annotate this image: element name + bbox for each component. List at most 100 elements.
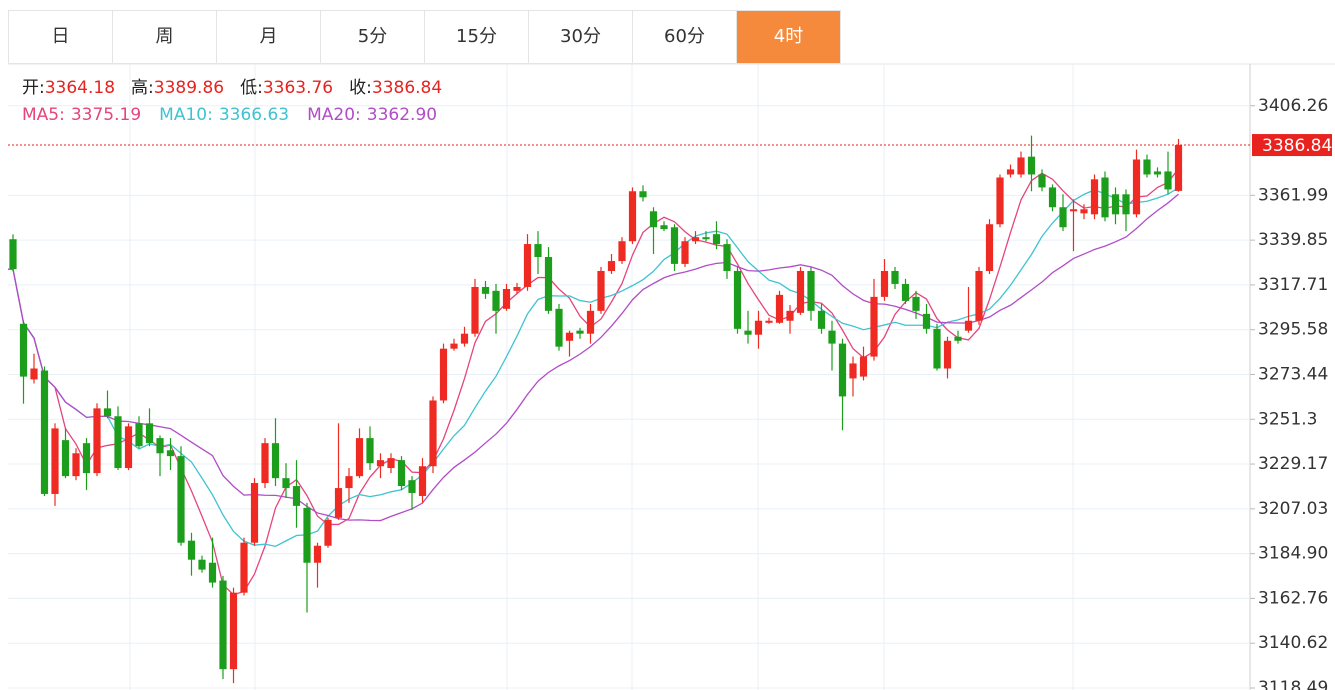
- last-price-tag: [1252, 134, 1332, 157]
- candle-body: [933, 328, 941, 369]
- candle-body: [1111, 194, 1120, 215]
- candle-body: [849, 363, 857, 379]
- candle-body: [1153, 171, 1162, 175]
- candle-body: [1038, 174, 1046, 188]
- candle-body: [324, 519, 332, 546]
- candle-body: [93, 408, 101, 474]
- period-tab[interactable]: 4时: [737, 11, 841, 63]
- y-tick-label: 3406.26: [1258, 96, 1328, 116]
- candle-body: [40, 370, 49, 494]
- ma-value: 3362.90: [367, 105, 437, 125]
- candle-body: [19, 323, 28, 377]
- candle-body: [334, 488, 343, 518]
- candle-body: [1174, 145, 1183, 191]
- candle-body: [744, 330, 752, 335]
- candle-body: [670, 227, 679, 264]
- candle-body: [691, 237, 700, 242]
- candle-body: [733, 270, 742, 329]
- candle-body: [82, 443, 91, 474]
- candle-body: [639, 191, 647, 198]
- candle-body: [219, 580, 227, 670]
- candle-body: [975, 270, 983, 321]
- candle-body: [292, 486, 301, 506]
- candle-body: [618, 241, 626, 262]
- candle-body: [229, 592, 238, 670]
- y-tick-label: 3162.76: [1258, 588, 1328, 608]
- period-tab[interactable]: 30分: [529, 11, 633, 63]
- candle-body: [208, 562, 217, 583]
- candle-body: [166, 450, 175, 457]
- candle-body: [502, 288, 511, 309]
- period-tab[interactable]: 15分: [425, 11, 529, 63]
- candle-body: [859, 356, 868, 377]
- candle-body: [775, 294, 784, 323]
- ohlc-label: 低:: [240, 78, 263, 98]
- candle-body: [796, 270, 805, 313]
- y-tick-label: 3207.03: [1258, 499, 1328, 519]
- candle-body: [576, 330, 584, 334]
- candle-body: [1101, 177, 1109, 218]
- candle-body: [786, 310, 794, 321]
- candle-body: [439, 348, 448, 401]
- y-tick-label: 3184.90: [1258, 544, 1328, 564]
- candle-body: [145, 423, 154, 444]
- ohlc-value: 3363.76: [263, 78, 333, 98]
- candle-body: [544, 257, 553, 311]
- candle-body: [597, 270, 605, 311]
- ma-header: MA5: 3375.19 MA10: 3366.63 MA20: 3362.90: [22, 105, 437, 125]
- candle-body: [1006, 169, 1015, 175]
- ma-name: MA5:: [22, 105, 65, 125]
- candle-body: [880, 270, 889, 297]
- time-grid: [129, 64, 1074, 690]
- candle-body: [61, 440, 70, 477]
- candle-body: [250, 483, 259, 543]
- candle-body: [240, 542, 248, 593]
- candle-body: [103, 408, 112, 417]
- period-tab[interactable]: 60分: [633, 11, 737, 63]
- candle-body: [303, 507, 311, 563]
- y-tick-label: 3273.44: [1258, 364, 1328, 384]
- period-tab[interactable]: 5分: [321, 11, 425, 63]
- candle-body: [1069, 209, 1078, 212]
- candle-body: [523, 244, 532, 287]
- candle-body: [156, 438, 164, 454]
- period-tab[interactable]: 月: [217, 11, 321, 63]
- candle-body: [271, 443, 280, 479]
- candle-body: [9, 239, 17, 270]
- y-tick-label: 3118.49: [1258, 678, 1328, 690]
- candle-body: [1017, 157, 1025, 175]
- candle-body: [817, 310, 826, 329]
- last-price-label: 3386.84: [1262, 136, 1332, 156]
- candle-body: [660, 225, 668, 230]
- candle-body: [765, 320, 773, 323]
- candle-body: [943, 340, 952, 369]
- candle-body: [187, 540, 196, 560]
- candle-body: [1122, 194, 1130, 215]
- candle-body: [828, 330, 836, 344]
- candle-body: [1143, 159, 1151, 175]
- candle-body: [723, 244, 731, 271]
- candle-body: [282, 478, 290, 489]
- candle-body: [366, 438, 374, 464]
- y-tick-label: 3140.62: [1258, 633, 1328, 653]
- candle-body: [345, 476, 353, 489]
- candle-body: [450, 343, 458, 349]
- period-tab[interactable]: 周: [113, 11, 217, 63]
- candle-body: [628, 191, 637, 242]
- candle-body: [261, 443, 269, 484]
- period-tab[interactable]: 日: [9, 11, 113, 63]
- candle-body: [1090, 179, 1099, 215]
- candle-body: [807, 270, 815, 311]
- candle-body: [355, 438, 364, 477]
- candle-body: [492, 290, 500, 311]
- candle-body: [72, 453, 80, 477]
- candle-body: [838, 343, 847, 397]
- candle-body: [397, 460, 406, 487]
- candle-body: [1132, 159, 1141, 215]
- y-tick-label: 3251.3: [1258, 409, 1317, 429]
- ohlc-header: 开:3364.18 高:3389.86 低:3363.76 收:3386.84: [22, 78, 442, 98]
- candle-body: [313, 545, 322, 563]
- ohlc-label: 收:: [349, 78, 372, 98]
